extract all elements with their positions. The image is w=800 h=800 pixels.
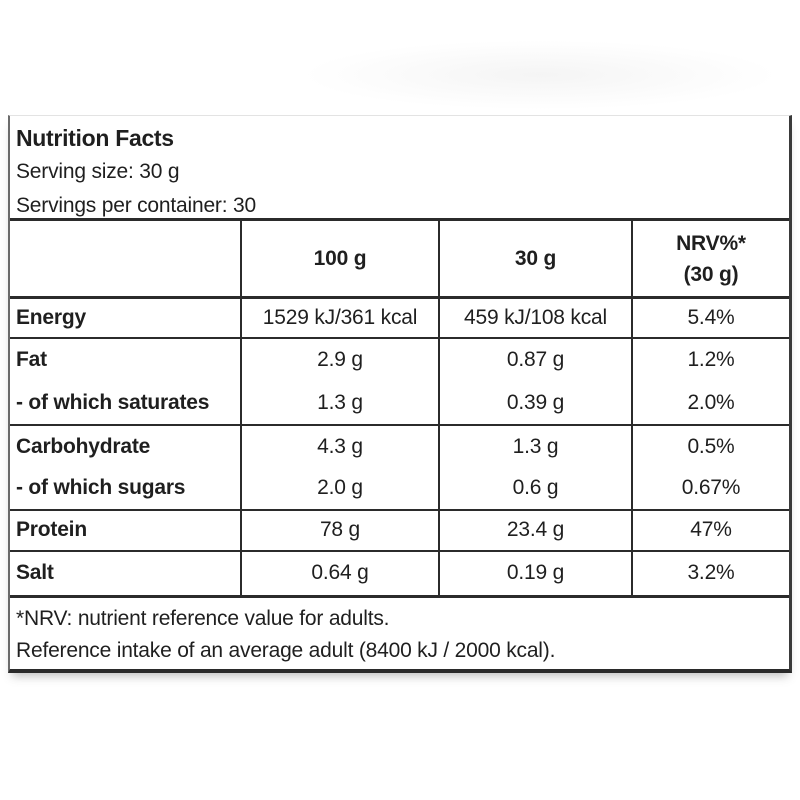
value-per-30g: 23.4 g (438, 508, 632, 551)
table-row-fat: Fat 2.9 g 0.87 g 1.2% (10, 336, 789, 382)
row-label: Salt (10, 549, 241, 597)
value-nrv: 0.5% (631, 423, 789, 468)
footnote-nrv: *NRV: nutrient reference value for adult… (16, 607, 390, 630)
row-label: - of which sugars (16, 476, 186, 499)
table-row-sugars: - of which sugars 2.0 g 0.6 g 0.67% (10, 467, 789, 510)
nutrition-facts-title: Nutrition Facts (16, 125, 174, 151)
table-row-energy: Energy 1529 kJ/361 kcal 459 kJ/108 kcal … (10, 296, 789, 338)
table-row-carbohydrate: Carbohydrate 4.3 g 1.3 g 0.5% (10, 423, 789, 468)
table-header-row: 100 g 30 g NRV%* (30 g) (10, 219, 789, 299)
row-label: Carbohydrate (10, 423, 241, 468)
row-label: Fat (10, 336, 241, 382)
row-label: - of which saturates (16, 390, 210, 414)
row-label: Protein (10, 508, 241, 551)
value-per-30g: 459 kJ/108 kcal (438, 296, 632, 338)
table-row-saturates: - of which saturates 1.3 g 0.39 g 2.0% (10, 381, 789, 425)
value-nrv: 5.4% (631, 296, 789, 338)
value-per-100g: 1529 kJ/361 kcal (240, 296, 439, 338)
value-per-30g: 0.39 g (438, 381, 632, 425)
value-nrv: 2.0% (631, 381, 789, 425)
value-nrv: 1.2% (631, 336, 789, 382)
servings-per-container-text: Servings per container: 30 (16, 194, 256, 217)
header-nrv-line2: (30 g) (683, 262, 739, 286)
value-per-100g: 1.3 g (240, 381, 439, 425)
serving-size-text: Serving size: 30 g (16, 160, 180, 183)
footnote-reference-intake: Reference intake of an average adult (84… (16, 639, 556, 662)
header-cell-nrv: NRV%* (30 g) (631, 219, 789, 299)
label-footnotes: *NRV: nutrient reference value for adult… (10, 598, 789, 667)
row-label: Energy (10, 296, 241, 338)
value-nrv: 47% (631, 508, 789, 551)
table-row-protein: Protein 78 g 23.4 g 47% (10, 508, 789, 551)
photo-smudge (300, 40, 780, 110)
value-per-100g: 2.9 g (240, 336, 439, 382)
value-nrv: 0.67% (631, 467, 789, 510)
value-per-100g: 2.0 g (240, 467, 439, 510)
value-per-30g: 0.6 g (438, 467, 632, 510)
value-per-30g: 1.3 g (438, 423, 632, 468)
nutrition-table: 100 g 30 g NRV%* (30 g) Energy 1529 kJ/3… (10, 218, 789, 598)
header-nrv-line1: NRV%* (676, 231, 746, 255)
value-per-100g: 0.64 g (240, 549, 439, 597)
value-per-100g: 78 g (240, 508, 439, 551)
label-header: Nutrition Facts Serving size: 30 g Servi… (10, 116, 789, 218)
value-per-30g: 0.19 g (438, 549, 632, 597)
table-row-salt: Salt 0.64 g 0.19 g 3.2% (10, 549, 789, 597)
header-cell-per-30g: 30 g (438, 219, 632, 299)
header-cell-empty (10, 219, 241, 299)
header-cell-per-100g: 100 g (240, 219, 439, 299)
nutrition-facts-label: Nutrition Facts Serving size: 30 g Servi… (8, 115, 792, 673)
value-per-30g: 0.87 g (438, 336, 632, 382)
value-per-100g: 4.3 g (240, 423, 439, 468)
value-nrv: 3.2% (631, 549, 789, 597)
